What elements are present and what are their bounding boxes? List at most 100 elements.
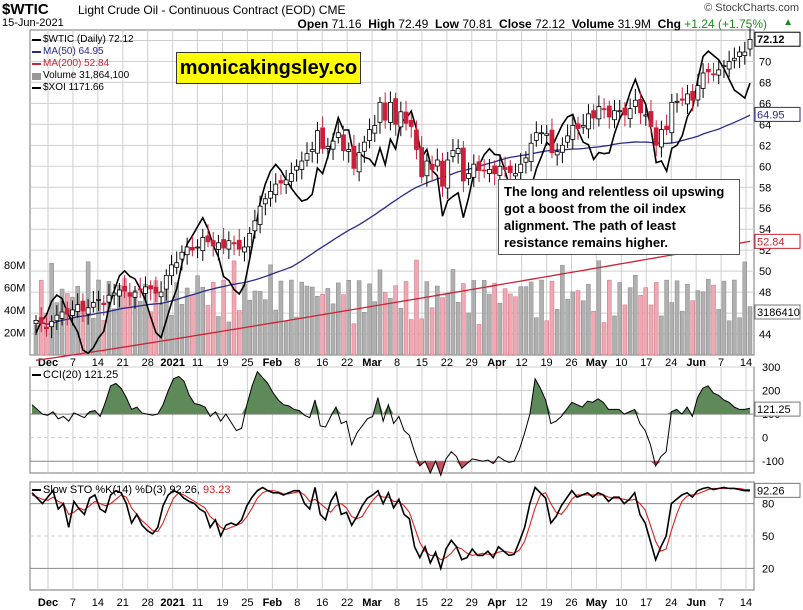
volume-bar xyxy=(622,304,628,356)
legend-main-swatch xyxy=(32,39,41,41)
candle-body xyxy=(132,291,138,298)
price-y-tick-label: 50 xyxy=(759,266,771,278)
volume-bar xyxy=(549,280,555,356)
volume-bar xyxy=(330,303,336,356)
volume-bar xyxy=(221,279,226,356)
volume-bar xyxy=(252,290,258,356)
volume-bar xyxy=(169,315,174,356)
x-tick-label: Apr xyxy=(487,357,507,369)
volume-bar xyxy=(283,321,289,356)
brand-link[interactable]: © StockCharts.com xyxy=(704,2,799,14)
volume-bar xyxy=(747,306,753,356)
volume-y-tick-label: 40M xyxy=(4,305,25,317)
candle-body xyxy=(158,291,164,298)
volume-bar xyxy=(179,304,185,356)
volume-bar xyxy=(580,300,586,356)
volume-bar xyxy=(440,297,445,356)
x-tick-label: Jun xyxy=(686,597,706,609)
x-tick-label: 10 xyxy=(615,357,627,369)
volume-bar xyxy=(685,284,690,356)
volume-bar xyxy=(408,319,414,356)
candle-body xyxy=(726,61,732,70)
instrument-description: Light Crude Oil - Continuous Contract (E… xyxy=(78,3,316,17)
volume-bar xyxy=(195,275,200,356)
candle-body xyxy=(711,73,716,76)
volume-bar xyxy=(91,318,96,356)
candle-body xyxy=(612,110,617,121)
price-y-tick-label: 56 xyxy=(759,203,771,215)
candle-body xyxy=(169,264,174,277)
legend-ma50: MA(50) 64.95 xyxy=(32,46,134,58)
candle-body xyxy=(236,239,242,250)
volume-bar xyxy=(205,305,211,356)
volume-bar xyxy=(372,301,378,356)
volume-bar xyxy=(534,317,539,356)
candle-body xyxy=(627,108,633,119)
volume-bar xyxy=(351,323,357,356)
x-tick-label: 19 xyxy=(540,357,552,369)
candle-body xyxy=(586,113,591,130)
volume-bar xyxy=(101,319,107,356)
volume-bar xyxy=(257,291,263,356)
x-tick-label: 21 xyxy=(117,357,129,369)
volume-bar xyxy=(471,280,477,356)
volume-bar xyxy=(75,286,80,356)
candle-body xyxy=(179,251,185,260)
candle-body xyxy=(377,101,383,123)
candle-body xyxy=(367,129,372,141)
candle-body xyxy=(648,111,654,127)
volume-bar xyxy=(403,281,409,356)
volume-bar xyxy=(638,295,643,356)
volume-bar xyxy=(643,287,649,356)
volume-bar xyxy=(679,310,685,356)
volume-bar xyxy=(497,303,503,356)
candle-body xyxy=(356,152,362,173)
volume-bar xyxy=(445,292,450,356)
candle-body xyxy=(372,125,378,134)
candle-body xyxy=(643,114,649,117)
volume-bar xyxy=(690,300,695,356)
x-tick-label: 19 xyxy=(216,597,228,609)
cci-y-tick-label: 0 xyxy=(762,433,768,445)
sto-k-line xyxy=(31,485,750,572)
volume-bar xyxy=(721,280,727,356)
candle-body xyxy=(638,98,643,114)
candle-body xyxy=(163,274,169,290)
price-y-tick-label: 44 xyxy=(759,329,771,341)
low-value: 70.81 xyxy=(462,17,493,31)
watermark-banner: monicakingsley.co xyxy=(176,52,361,84)
candle-body xyxy=(731,57,737,61)
last-value-tag: 64.95 xyxy=(757,109,785,121)
candle-body xyxy=(471,163,477,178)
x-tick-label: 19 xyxy=(540,597,552,609)
candle-body xyxy=(492,165,498,175)
candle-body xyxy=(221,239,227,249)
price-y-tick-label: 62 xyxy=(759,140,771,152)
volume-bar xyxy=(346,279,351,356)
candle-body xyxy=(330,140,336,150)
volume-bar xyxy=(377,269,383,356)
legend-sto-label: Slow STO %K(14) %D(3) 92.26, xyxy=(43,484,200,496)
volume-bar xyxy=(612,315,617,356)
legend-volume-label: Volume 31,864,100 xyxy=(43,70,130,81)
volume-bar xyxy=(544,320,549,356)
close-value: 72.12 xyxy=(535,17,566,31)
x-tick-label: 14 xyxy=(92,597,104,609)
volume-bar xyxy=(523,286,529,356)
volume-bar xyxy=(356,280,362,356)
x-tick-label: 11 xyxy=(192,597,203,609)
sto-last-tag: 92.26 xyxy=(757,485,785,497)
price-y-tick-label: 60 xyxy=(759,161,771,173)
x-tick-label: 22 xyxy=(441,597,453,609)
volume-bar xyxy=(278,280,284,356)
x-tick-label: Dec xyxy=(38,597,58,609)
ohlc-summary: Open 71.16 High 72.49 Low 70.81 Close 72… xyxy=(298,17,767,31)
cci-tag-box xyxy=(754,401,801,417)
volume-bar xyxy=(674,280,680,356)
candle-body xyxy=(216,242,221,250)
candle-body xyxy=(747,39,753,50)
x-tick-label: 25 xyxy=(241,357,253,369)
volume-bar xyxy=(424,281,430,356)
candle-body xyxy=(111,292,117,296)
